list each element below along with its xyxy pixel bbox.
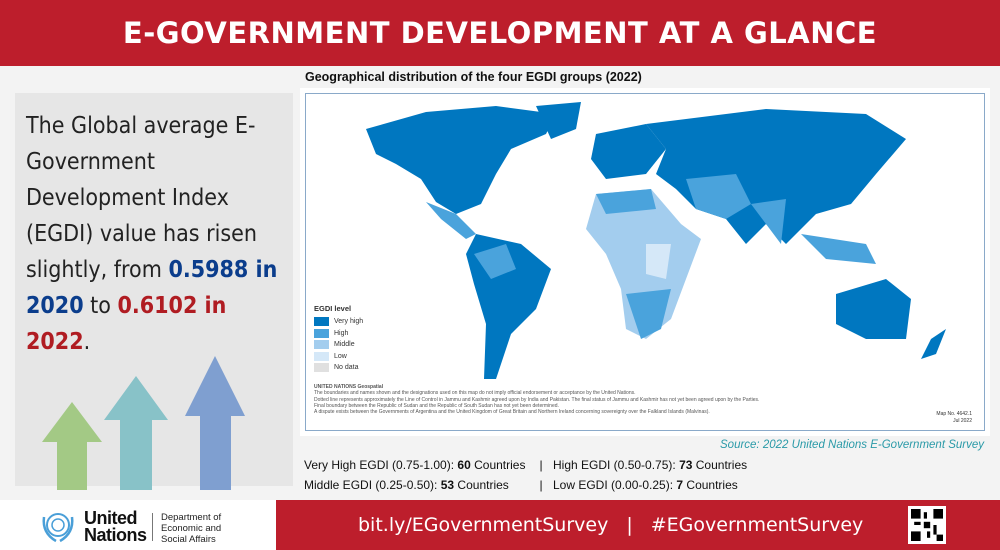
un-emblem-icon: [42, 513, 74, 543]
legend-item: Low: [314, 351, 363, 363]
map-number: Map No. 4642.1 Jul 2022: [936, 411, 972, 424]
page-header: E-GOVERNMENT DEVELOPMENT AT A GLANCE: [0, 0, 1000, 66]
stats-row-1: Very High EGDI (0.75-1.00): 60 Countries…: [304, 458, 748, 472]
north-america-region: [366, 106, 556, 214]
hashtag[interactable]: #EGovernmentSurvey: [650, 514, 864, 536]
stats-row-2: Middle EGDI (0.25-0.50): 53 Countries | …: [304, 478, 738, 492]
legend-swatch: [314, 351, 329, 361]
legend-item: Middle: [314, 339, 363, 351]
africa-region: [586, 189, 701, 339]
map-container: EGDI level Very high High Middle Low No data…: [300, 88, 990, 436]
map-notes: UNITED NATIONS Geospatial The boundaries…: [314, 384, 760, 416]
source-note: Source: 2022 United Nations E-Government…: [720, 439, 984, 451]
legend-item: High: [314, 328, 363, 340]
legend-item: Very high: [314, 316, 363, 328]
legend-swatch: [314, 363, 329, 373]
map-title: Geographical distribution of the four EG…: [305, 70, 642, 84]
map-legend: EGDI level Very high High Middle Low No data: [314, 304, 363, 374]
legend-item: No data: [314, 362, 363, 374]
value-2020: 0.5988 in 2020: [26, 257, 278, 319]
legend-swatch: [314, 328, 329, 338]
greenland-region: [536, 102, 581, 139]
world-map: [366, 102, 946, 379]
legend-swatch: [314, 340, 329, 350]
un-desa-logo: United Nations Department of Economic and S…: [0, 500, 276, 550]
qr-code-icon[interactable]: [908, 506, 946, 544]
survey-link[interactable]: bit.ly/EGovernmentSurvey: [358, 514, 609, 536]
summary-text: The Global average E-Government Developm…: [26, 113, 278, 355]
value-2022: 0.6102 in 2022: [26, 293, 227, 355]
page-title: E-GOVERNMENT DEVELOPMENT AT A GLANCE: [122, 16, 878, 50]
footer-bar: bit.ly/EGovernmentSurvey | #EGovernmentS…: [276, 500, 1000, 550]
legend-swatch: [314, 317, 329, 327]
australia-region: [836, 279, 911, 339]
europe-region: [591, 124, 666, 179]
rising-arrows-icon: [42, 356, 245, 490]
central-america-region: [426, 202, 476, 239]
